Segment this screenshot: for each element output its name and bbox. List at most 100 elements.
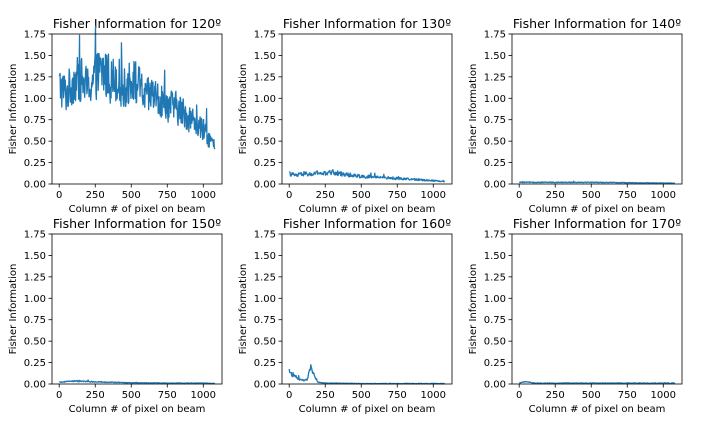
y-tick-label: 1.00: [484, 94, 506, 105]
x-tick-label: 500: [352, 190, 371, 201]
subplot-6: Fisher Information for 170º 0.00 0.25 0.50 0…: [468, 216, 683, 415]
y-tick-label: 0.25: [254, 358, 276, 369]
subplot-title: Fisher Information for 170º: [513, 216, 681, 231]
y-tick-label: 1.75: [254, 30, 276, 41]
x-tick-label: 1000: [421, 390, 446, 401]
x-axis-label: Column # of pixel on beam: [299, 204, 436, 215]
series-line: [58, 379, 216, 385]
x-tick-label: 750: [388, 190, 407, 201]
plot-frame: [281, 233, 453, 385]
series-line: [518, 380, 676, 385]
y-axis-label: Fisher Information: [8, 64, 19, 155]
y-tick-label: 0.00: [484, 180, 506, 191]
series-line: [518, 180, 676, 185]
y-axis-label: Fisher Information: [238, 264, 249, 355]
x-tick-label: 0: [56, 190, 62, 201]
x-tick-label: 0: [286, 390, 292, 401]
x-tick-label: 500: [122, 390, 141, 401]
plot-frame: [511, 233, 683, 385]
x-tick-label: 500: [122, 190, 141, 201]
y-tick-label: 0.50: [254, 337, 276, 348]
y-tick-label: 0.50: [24, 137, 46, 148]
y-tick-label: 0.00: [484, 380, 506, 391]
subplot-5: Fisher Information for 160º 0.00 0.25 0.50 0…: [238, 216, 453, 415]
y-tick-label: 0.00: [24, 180, 46, 191]
x-tick-label: 250: [86, 390, 105, 401]
y-tick-label: 1.00: [24, 294, 46, 305]
y-axis-label: Fisher Information: [238, 64, 249, 155]
x-tick-label: 750: [618, 390, 637, 401]
subplot-4: Fisher Information for 150º 0.00 0.25 0.50 0…: [8, 216, 223, 415]
y-tick-label: 0.75: [24, 115, 46, 126]
subplot-3: Fisher Information for 140º 0.00 0.25 0.50 0…: [468, 16, 683, 215]
x-axis-label: Column # of pixel on beam: [529, 404, 666, 415]
x-tick-label: 750: [158, 190, 177, 201]
x-tick-label: 250: [546, 390, 565, 401]
series-line: [288, 169, 446, 183]
x-tick-label: 250: [316, 390, 335, 401]
y-tick-label: 1.25: [484, 272, 506, 283]
y-tick-label: 1.25: [484, 72, 506, 83]
y-tick-label: 1.50: [254, 251, 276, 262]
x-axis-label: Column # of pixel on beam: [69, 204, 206, 215]
series-line: [58, 25, 216, 150]
x-tick-label: 0: [56, 390, 62, 401]
subplot-title: Fisher Information for 120º: [53, 16, 221, 31]
x-tick-label: 1000: [651, 390, 676, 401]
y-tick-label: 1.75: [254, 230, 276, 241]
plot-frame: [511, 33, 683, 185]
y-tick-label: 1.50: [24, 251, 46, 262]
subplot-2: Fisher Information for 130º 0.00 0.25 0.50 0…: [238, 16, 453, 215]
y-tick-label: 0.75: [24, 315, 46, 326]
x-axis-label: Column # of pixel on beam: [529, 204, 666, 215]
x-tick-label: 0: [286, 190, 292, 201]
y-tick-label: 0.75: [254, 115, 276, 126]
y-tick-label: 1.00: [254, 94, 276, 105]
x-tick-label: 1000: [191, 390, 216, 401]
y-tick-label: 0.50: [254, 137, 276, 148]
y-tick-label: 0.25: [484, 358, 506, 369]
x-axis-label: Column # of pixel on beam: [69, 404, 206, 415]
x-axis-label: Column # of pixel on beam: [299, 404, 436, 415]
x-tick-label: 0: [516, 190, 522, 201]
y-tick-label: 0.50: [484, 337, 506, 348]
y-tick-label: 0.00: [24, 380, 46, 391]
subplot-title: Fisher Information for 150º: [53, 216, 221, 231]
y-tick-label: 1.75: [484, 230, 506, 241]
y-tick-label: 1.25: [24, 272, 46, 283]
x-tick-label: 750: [158, 390, 177, 401]
y-tick-label: 1.75: [484, 30, 506, 41]
series-line: [288, 364, 446, 385]
y-axis-label: Fisher Information: [468, 64, 479, 155]
y-tick-label: 0.25: [254, 158, 276, 169]
x-tick-label: 250: [316, 190, 335, 201]
subplot-title: Fisher Information for 130º: [283, 16, 451, 31]
y-axis-label: Fisher Information: [468, 264, 479, 355]
subplot-1: Fisher Information for 120º 0.00 0.25 0.50 0…: [8, 16, 223, 215]
y-axis-label: Fisher Information: [8, 264, 19, 355]
y-tick-label: 1.00: [484, 294, 506, 305]
y-tick-label: 1.50: [484, 51, 506, 62]
plot-frame: [281, 33, 453, 185]
x-tick-label: 250: [86, 190, 105, 201]
y-tick-label: 0.25: [24, 158, 46, 169]
plot-frame: [51, 233, 223, 385]
y-tick-label: 0.75: [254, 315, 276, 326]
y-tick-label: 0.00: [254, 180, 276, 191]
x-tick-label: 500: [352, 390, 371, 401]
y-tick-label: 0.75: [484, 315, 506, 326]
y-tick-label: 0.25: [484, 158, 506, 169]
y-tick-label: 1.50: [254, 51, 276, 62]
y-tick-label: 1.50: [484, 251, 506, 262]
y-tick-label: 0.75: [484, 115, 506, 126]
y-tick-label: 1.75: [24, 230, 46, 241]
x-tick-label: 1000: [651, 190, 676, 201]
subplot-title: Fisher Information for 160º: [283, 216, 451, 231]
x-tick-label: 500: [582, 390, 601, 401]
y-tick-label: 0.25: [24, 358, 46, 369]
subplot-title: Fisher Information for 140º: [513, 16, 681, 31]
y-tick-label: 0.50: [484, 137, 506, 148]
x-tick-label: 750: [388, 390, 407, 401]
y-tick-label: 1.00: [254, 294, 276, 305]
